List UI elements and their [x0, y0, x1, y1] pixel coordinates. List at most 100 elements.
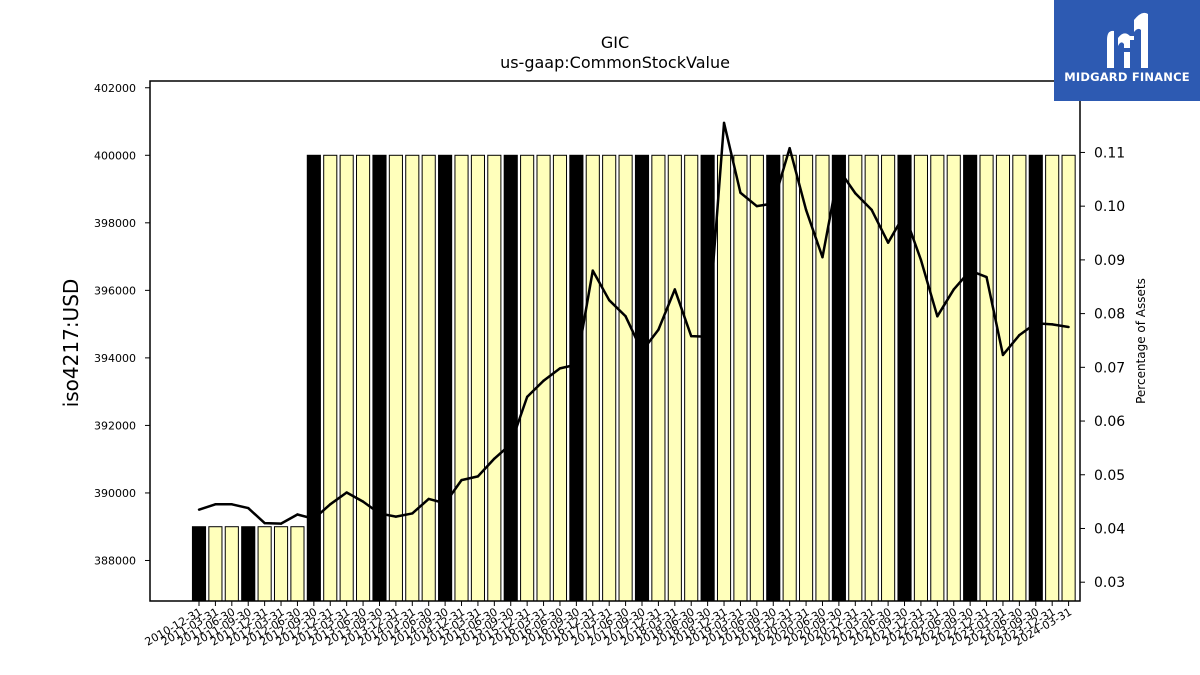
- bar: [913, 154, 928, 602]
- bar: [979, 154, 994, 602]
- bar: [634, 154, 650, 602]
- brand-name: MIDGARD FINANCE: [1064, 70, 1190, 84]
- line-point: [1001, 353, 1005, 357]
- bar: [1012, 154, 1027, 602]
- y-tick-label: 402000: [94, 82, 136, 95]
- line-point: [476, 475, 480, 478]
- bar: [831, 154, 846, 602]
- brand-logo: MIDGARD FINANCE: [1054, 0, 1200, 101]
- y2-tick-label: 0.05: [1094, 468, 1125, 484]
- line-point: [361, 500, 365, 503]
- bar: [339, 154, 354, 602]
- bar: [848, 154, 863, 602]
- y2-tick-label: 0.04: [1094, 521, 1125, 537]
- bar: [290, 526, 305, 602]
- bar: [503, 154, 518, 602]
- line-point: [329, 503, 332, 506]
- line-point: [985, 275, 988, 279]
- y2-tick-label: 0.08: [1094, 307, 1125, 323]
- bar: [470, 154, 485, 602]
- line-point: [722, 121, 726, 125]
- bar: [356, 154, 371, 602]
- bar: [766, 154, 781, 602]
- bar: [881, 154, 896, 602]
- bar: [618, 154, 633, 602]
- line-point: [296, 513, 299, 516]
- line-point: [968, 269, 972, 272]
- line-point: [772, 202, 775, 205]
- line-point: [1034, 322, 1037, 325]
- line-point: [230, 503, 234, 506]
- bar: [684, 154, 699, 602]
- bar: [946, 154, 961, 602]
- line-point: [624, 315, 627, 318]
- line-point: [804, 208, 808, 212]
- chart-title: GIC: [600, 33, 630, 52]
- line-point: [443, 502, 447, 505]
- line-point: [197, 508, 201, 511]
- plot-frame: [149, 80, 1081, 602]
- y2-tick-label: 0.09: [1094, 253, 1125, 269]
- line-point: [575, 363, 578, 366]
- y-tick-label: 390000: [94, 487, 136, 500]
- line-point: [214, 503, 217, 506]
- chart-subtitle: us-gaap:CommonStockValue: [500, 53, 730, 72]
- line-point: [673, 288, 677, 291]
- bar: [864, 154, 879, 602]
- line-point: [788, 146, 791, 150]
- bar: [700, 154, 715, 602]
- line-point: [755, 204, 759, 208]
- line-point: [706, 335, 709, 338]
- bar: [224, 526, 239, 602]
- line-point: [312, 517, 316, 521]
- line-point: [279, 522, 283, 525]
- line-point: [640, 350, 644, 353]
- y-tick-label: 392000: [94, 419, 136, 432]
- line-point: [509, 442, 512, 446]
- y-axis-label: iso4217:USD: [59, 279, 83, 408]
- bar: [1028, 154, 1043, 602]
- right-axis: 0.03 0.04 0.05 0.06 0.07 0.08 0.09 0.10 0.11: [1080, 145, 1125, 591]
- y2-tick-label: 0.03: [1094, 575, 1125, 591]
- bar: [782, 154, 797, 602]
- line-point: [411, 512, 414, 515]
- bar: [191, 526, 207, 602]
- line-point: [558, 367, 562, 370]
- bar: [388, 154, 403, 602]
- line-point: [1018, 333, 1021, 337]
- bar: [487, 154, 502, 602]
- left-axis: 388000 390000 392000 394000 396000 398000 4000…: [94, 82, 150, 567]
- bar: [421, 154, 436, 602]
- line-point: [870, 208, 873, 212]
- line-point: [903, 213, 906, 216]
- line-point: [591, 269, 594, 272]
- bar: [306, 154, 321, 602]
- y2-tick-label: 0.10: [1094, 199, 1125, 215]
- bar: [323, 154, 338, 602]
- line-point: [263, 521, 266, 525]
- bar-layer: [191, 154, 1076, 602]
- line-point: [345, 491, 348, 494]
- line-point: [821, 255, 824, 259]
- line-point: [247, 506, 250, 510]
- bar: [454, 154, 469, 602]
- bar: [1061, 154, 1076, 602]
- line-point: [739, 191, 742, 194]
- y2-tick-label: 0.11: [1094, 145, 1125, 161]
- bar: [930, 154, 945, 602]
- bar: [585, 154, 600, 602]
- line-point: [854, 192, 857, 195]
- line-point: [493, 457, 496, 460]
- bar: [733, 154, 748, 602]
- percentage-of-assets-line: [198, 121, 1069, 525]
- line-point: [837, 168, 841, 171]
- line-point: [607, 298, 611, 302]
- line-point: [378, 512, 381, 515]
- bar: [438, 154, 453, 602]
- line-point: [690, 334, 693, 338]
- line-point: [1067, 325, 1070, 329]
- line-point: [542, 379, 545, 382]
- line-point: [886, 241, 890, 244]
- bar: [241, 526, 256, 602]
